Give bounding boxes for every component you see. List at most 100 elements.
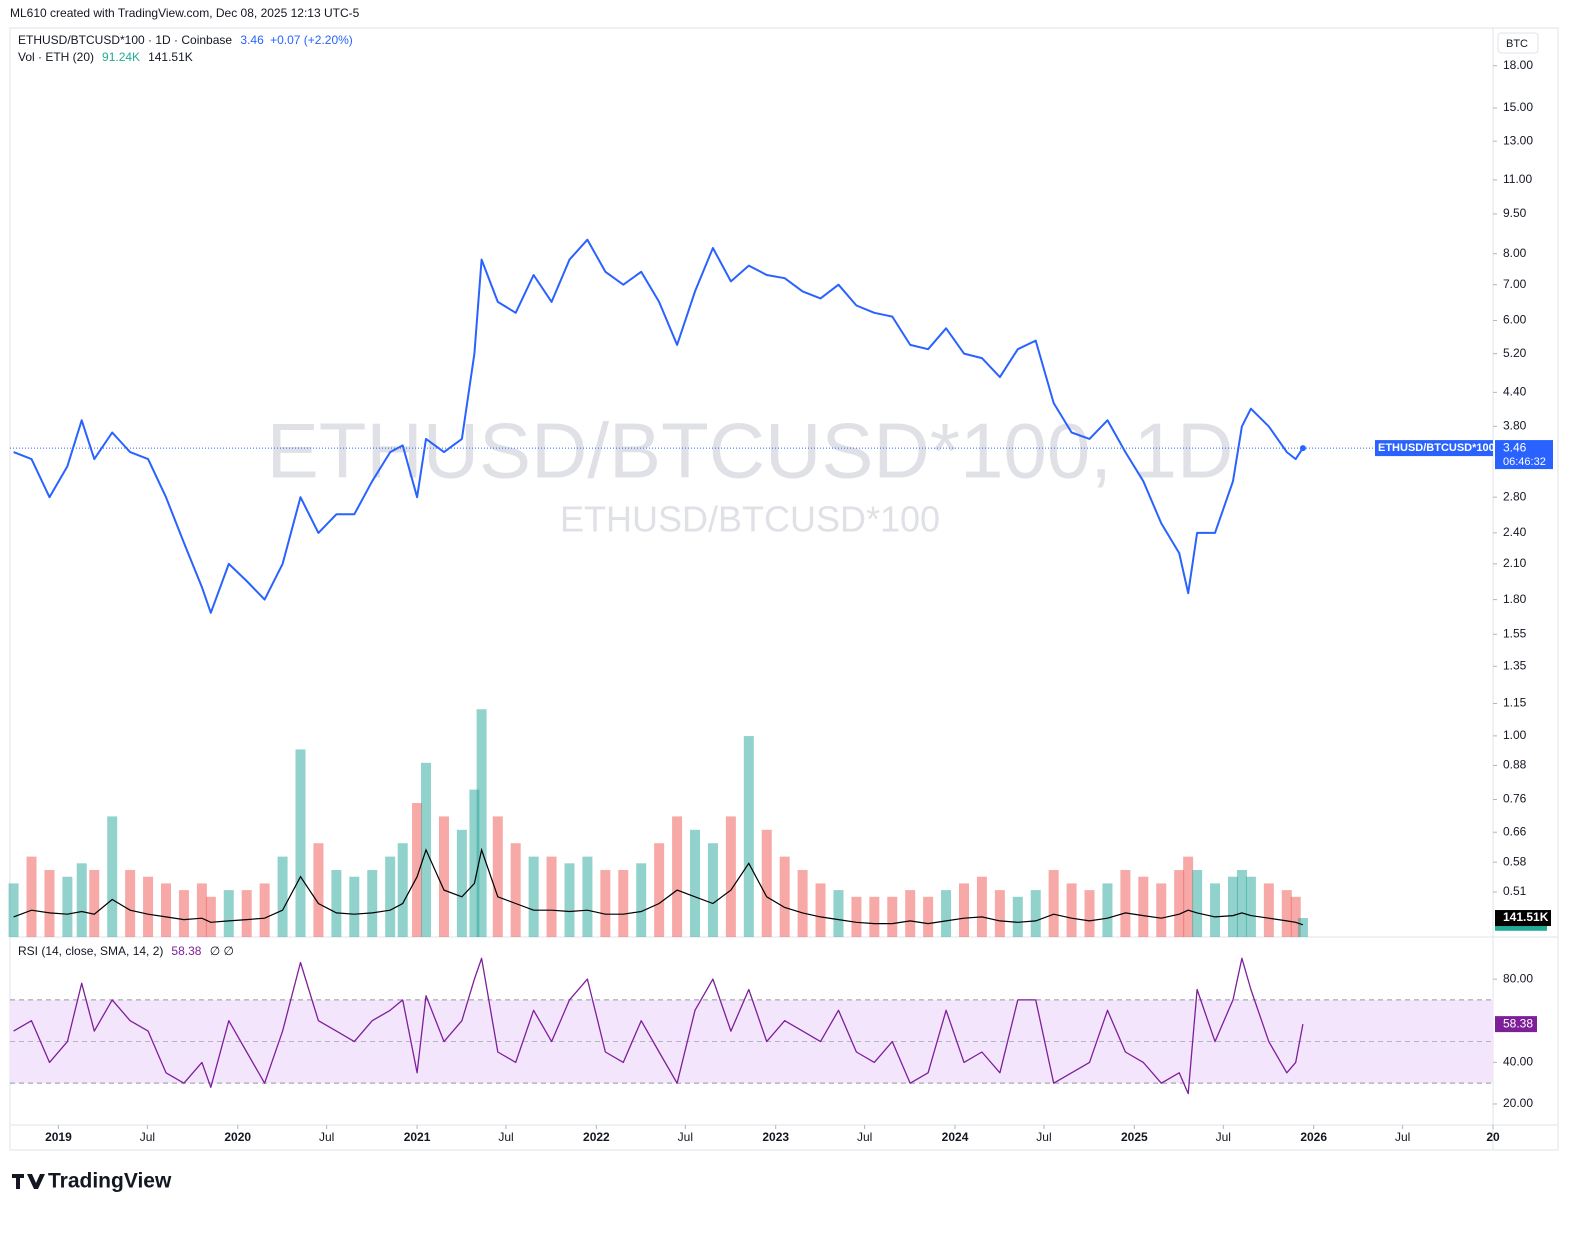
volume-bar — [241, 890, 252, 937]
x-tick-label: 2019 — [45, 1130, 72, 1144]
volume-bar — [833, 890, 844, 937]
volume-bar — [672, 816, 683, 937]
y-tick-label: 80.00 — [1503, 971, 1533, 985]
volume-bar — [178, 890, 189, 937]
volume-bar — [62, 876, 73, 937]
y-tick-label: 4.40 — [1503, 385, 1527, 399]
y-tick-label: 2.40 — [1503, 525, 1527, 539]
watermark-sub: ETHUSD/BTCUSD*100 — [560, 499, 940, 540]
price-tag-countdown: 06:46:32 — [1503, 456, 1546, 468]
volume-bar — [469, 789, 480, 937]
volume-value: 141.51K — [148, 50, 193, 64]
volume-bar — [1236, 870, 1247, 937]
volume-bar — [976, 876, 987, 937]
x-tick-label: 2025 — [1121, 1130, 1148, 1144]
volume-bar — [89, 870, 100, 937]
volume-bar — [295, 749, 306, 937]
volume-bar — [1066, 883, 1077, 937]
currency[interactable]: BTC — [1506, 38, 1528, 50]
brand: TradingView — [48, 1170, 172, 1193]
volume-bar — [815, 883, 826, 937]
y-tick-label: 18.00 — [1503, 58, 1533, 72]
volume-bar — [743, 736, 754, 937]
volume-bar — [313, 843, 324, 937]
x-tick-label: Jul — [857, 1130, 872, 1144]
legend: ETHUSD/BTCUSD*100 · 1D · Coinbase 3.46 +… — [18, 33, 353, 958]
symbol-title: ETHUSD/BTCUSD*100 · 1D · Coinbase — [18, 33, 232, 47]
volume-bar — [223, 890, 234, 937]
y-tick-label: 8.00 — [1503, 246, 1527, 260]
x-tick-label: Jul — [1036, 1130, 1051, 1144]
volume-bar — [412, 803, 423, 937]
volume-title: Vol · ETH (20) — [18, 50, 94, 64]
x-tick-label: Jul — [319, 1130, 334, 1144]
volume-bar — [923, 896, 934, 937]
y-tick-label: 0.51 — [1503, 884, 1527, 898]
volume-bar — [1174, 870, 1185, 937]
y-tick-label: 1.35 — [1503, 658, 1527, 672]
volume-bar — [1012, 896, 1023, 937]
volume-bar — [1138, 876, 1149, 937]
rsi-tag-value: 58.38 — [1503, 1016, 1533, 1030]
volume-bar — [600, 870, 611, 937]
price-tag-value-box — [1495, 440, 1553, 470]
price-tag-symbol: ETHUSD/BTCUSD*100 — [1378, 442, 1495, 454]
volume-bar — [1084, 890, 1095, 937]
x-tick-label: 20 — [1486, 1130, 1500, 1144]
x-tick-label: Jul — [1395, 1130, 1410, 1144]
volume-bar — [476, 709, 487, 937]
price-tag — [1375, 440, 1493, 457]
volume-bar — [1156, 883, 1167, 937]
y-tick-label: 1.80 — [1503, 592, 1527, 606]
last-point — [1299, 445, 1306, 452]
rsi-value: 58.38 — [171, 944, 201, 958]
rsi-extra: ∅ ∅ — [210, 944, 234, 958]
byline: ML610 created with TradingView.com, Dec … — [10, 6, 360, 20]
volume-bar — [161, 883, 172, 937]
y-tick-label: 0.76 — [1503, 792, 1527, 806]
currency-box[interactable] — [1497, 32, 1539, 54]
volume-bar — [196, 883, 207, 937]
volume-sma: 91.24K — [102, 50, 140, 64]
volume-bar — [761, 829, 772, 937]
volume-bar — [205, 896, 216, 937]
volume-bar — [582, 856, 593, 937]
volume-bar — [1245, 876, 1256, 937]
price-line — [13, 238, 1304, 614]
volume-bar — [107, 816, 118, 937]
volume-bar — [797, 870, 808, 937]
x-tick-label: 2020 — [224, 1130, 251, 1144]
x-tick-label: 2024 — [942, 1130, 969, 1144]
volume-bar — [456, 829, 467, 937]
volume-bar — [564, 863, 575, 937]
y-tick-label: 0.88 — [1503, 758, 1527, 772]
volume-bar — [1183, 856, 1194, 937]
y-tick-label: 2.80 — [1503, 489, 1527, 503]
volume-bar — [367, 870, 378, 937]
legend-price: 3.46 — [240, 33, 264, 47]
y-tick-label: 3.80 — [1503, 419, 1527, 433]
volume-bar — [76, 863, 87, 937]
y-tick-label: 15.00 — [1503, 100, 1533, 114]
sma-tag — [1495, 922, 1547, 931]
volume-bar — [8, 883, 19, 937]
y-tick-label: 7.00 — [1503, 277, 1527, 291]
x-tick-label: 2022 — [583, 1130, 610, 1144]
y-tick-label: 13.00 — [1503, 133, 1533, 147]
y-tick-label: 6.00 — [1503, 313, 1527, 327]
x-tick-label: 2023 — [762, 1130, 789, 1144]
watermark: ETHUSD/BTCUSD*100, 1D — [267, 407, 1234, 495]
y-tick-label: 1.00 — [1503, 728, 1527, 742]
y-tick-label: 2.10 — [1503, 556, 1527, 570]
volume-bar — [1192, 870, 1203, 937]
price-tag-value: 3.46 — [1503, 440, 1527, 454]
y-tick-label: 20.00 — [1503, 1096, 1533, 1110]
rsi-title: RSI (14, close, SMA, 14, 2) — [18, 944, 163, 958]
volume-bar — [690, 829, 701, 937]
y-tick-label: 40.00 — [1503, 1055, 1533, 1069]
volume-bar — [349, 876, 360, 937]
volume-tag — [1495, 910, 1551, 927]
volume-bar — [725, 816, 736, 937]
volume-tag-value: 141.51K — [1503, 910, 1549, 924]
